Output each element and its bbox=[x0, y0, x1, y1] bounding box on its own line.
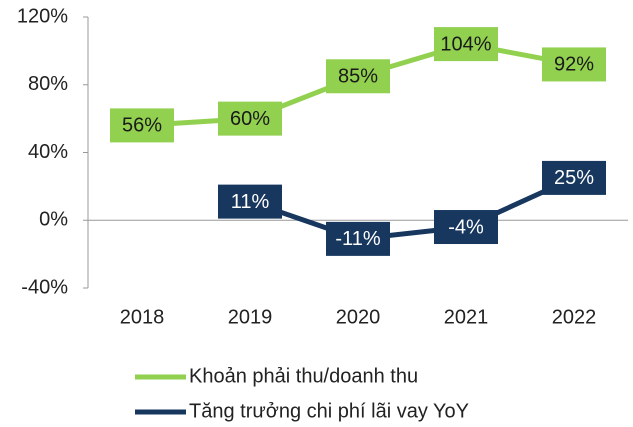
data-label-box bbox=[434, 27, 498, 62]
data-label: -4% bbox=[448, 216, 484, 238]
data-label: 60% bbox=[230, 108, 270, 130]
series-line bbox=[249, 175, 576, 242]
data-label: -11% bbox=[335, 228, 380, 250]
data-label-box bbox=[434, 210, 498, 245]
data-label-box bbox=[326, 59, 390, 94]
x-tick-label: 2020 bbox=[336, 306, 381, 328]
data-label: 85% bbox=[338, 66, 378, 88]
y-tick-label: 80% bbox=[28, 73, 68, 95]
y-tick-label: 120% bbox=[17, 5, 68, 27]
data-label: 11% bbox=[231, 191, 270, 213]
data-label: 25% bbox=[554, 167, 594, 189]
data-label-box bbox=[542, 47, 606, 82]
data-label-box bbox=[542, 160, 606, 195]
y-tick-label: -40% bbox=[21, 276, 68, 298]
data-label: 92% bbox=[554, 54, 594, 76]
x-tick-label: 2021 bbox=[444, 306, 489, 328]
y-tick-label: 0% bbox=[39, 209, 68, 231]
legend-label: Tăng trưởng chi phí lãi vay YoY bbox=[189, 400, 469, 422]
x-tick-label: 2019 bbox=[228, 306, 273, 328]
y-tick-label: 40% bbox=[28, 141, 68, 163]
data-label: 56% bbox=[122, 115, 162, 137]
data-label-box bbox=[218, 101, 282, 136]
legend-label: Khoản phải thu/doanh thu bbox=[189, 365, 418, 387]
x-tick-label: 2022 bbox=[552, 306, 597, 328]
x-tick-label: 2018 bbox=[120, 306, 165, 328]
data-label: 104% bbox=[440, 33, 491, 55]
data-label-box bbox=[326, 221, 390, 256]
data-label-box bbox=[110, 108, 174, 143]
data-label-box bbox=[218, 184, 282, 219]
